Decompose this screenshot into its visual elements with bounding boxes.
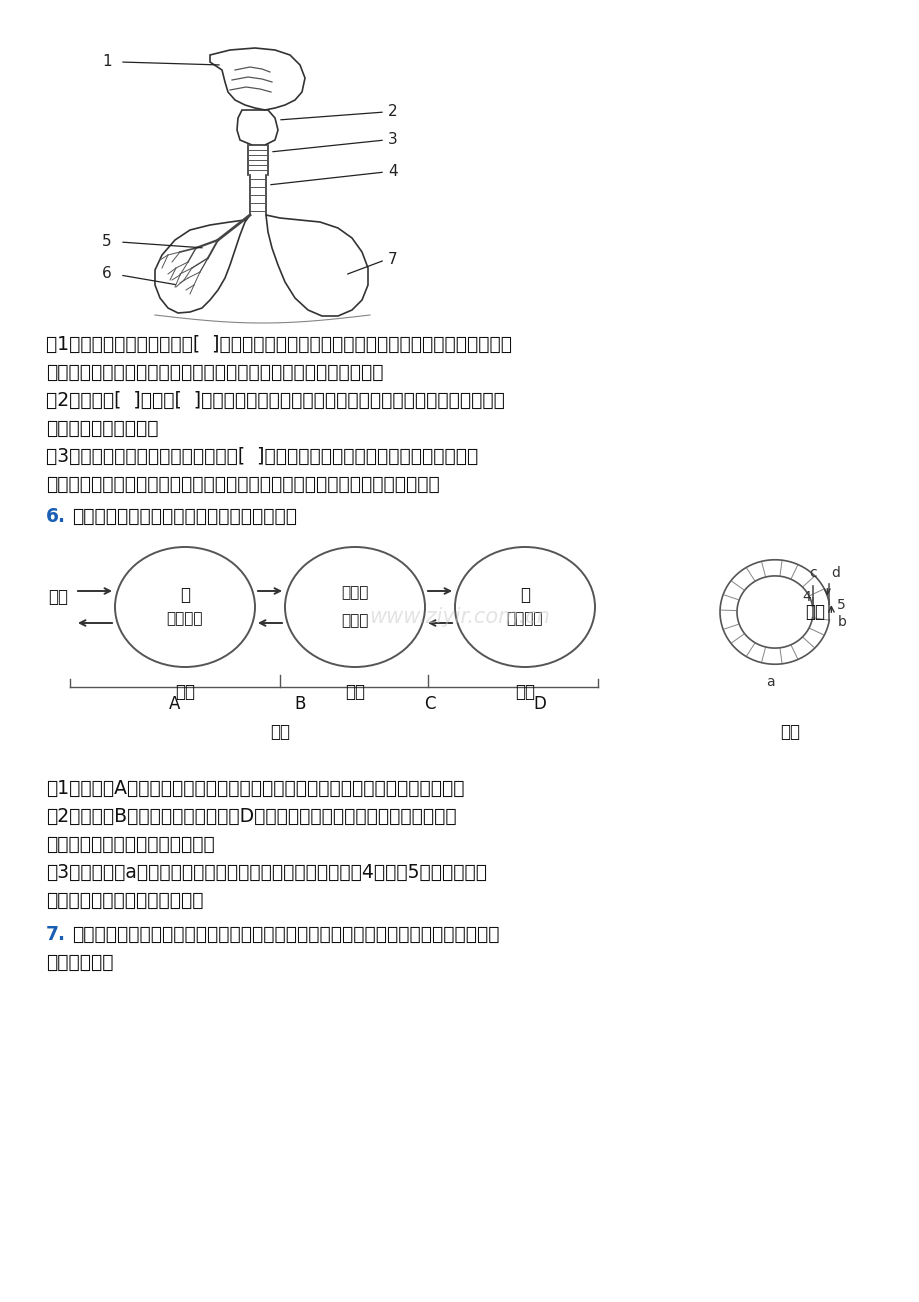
Text: 5: 5 [102,233,112,249]
Text: （2）痰是由[  ]＿＿和[  ]＿＿＿＿＿＿＿内表面的黏膜所分泌的黏液，以及被粘液粘着: （2）痰是由[ ]＿＿和[ ]＿＿＿＿＿＿＿内表面的黏膜所分泌的黏液，以及被粘液… [46,391,505,410]
Text: 细胞: 细胞 [515,684,535,700]
Text: 氧: 氧 [519,586,529,604]
Text: 下列是某校学生在实验室用普通光学显微镜观察小鱼尾鳍内的血液流动情况图例，请回: 下列是某校学生在实验室用普通光学显微镜观察小鱼尾鳍内的血液流动情况图例，请回 [72,924,499,944]
Text: 氧: 氧 [180,586,190,604]
Text: 6.: 6. [46,506,66,526]
Text: 二氧化碳: 二氧化碳 [506,612,542,626]
Text: 空气: 空气 [48,589,68,605]
Text: 成，外面有＿＿＿＿＿＿＿＿＿＿＿＿围绕着，适于与血液之间进行气体交换。: 成，外面有＿＿＿＿＿＿＿＿＿＿＿＿围绕着，适于与血液之间进行气体交换。 [46,475,439,493]
Text: 2: 2 [388,103,397,118]
Text: 7: 7 [388,251,397,267]
Text: （1）呼吸系统的起始器官是[  ]＿＿＿＿＿＿＿，呼吸道不仅是气体的通道，它还能对吸入: （1）呼吸系统的起始器官是[ ]＿＿＿＿＿＿＿，呼吸道不仅是气体的通道，它还能对… [46,335,512,354]
Text: 3: 3 [388,132,397,147]
Text: 7.: 7. [46,924,66,944]
Text: 静脉血: 静脉血 [341,613,369,629]
Text: 二氧化碳: 二氧化碳 [166,612,203,626]
Text: 5: 5 [836,598,845,612]
Text: 动脉血: 动脉血 [341,586,369,600]
Text: C: C [424,695,436,713]
Text: www.ziyir.com.cn: www.ziyir.com.cn [369,607,550,628]
Text: 图一: 图一 [269,723,289,741]
Text: 血管: 血管 [345,684,365,700]
Text: 的气体进行处理，使气体变得温暖、＿＿＿＿＿＿和＿＿＿＿＿＿。: 的气体进行处理，使气体变得温暖、＿＿＿＿＿＿和＿＿＿＿＿＿。 [46,363,383,381]
Text: （1）图一中A过程代表＿＿＿＿＿＿，它是通过＿＿＿＿＿＿＿＿＿＿＿实现的。: （1）图一中A过程代表＿＿＿＿＿＿，它是通过＿＿＿＿＿＿＿＿＿＿＿实现的。 [46,779,464,798]
Text: a: a [765,674,774,689]
Text: （3）体内进行气体交换的功能单位是[  ]＿＿＿＿＿＿，它的壁由＿＿＿上皮细胞构: （3）体内进行气体交换的功能单位是[ ]＿＿＿＿＿＿，它的壁由＿＿＿上皮细胞构 [46,447,478,466]
Text: 的灰尘和细菌等组成。: 的灰尘和细菌等组成。 [46,419,158,437]
Text: 是＿＿＿＿（气体）含量增加。: 是＿＿＿＿（气体）含量增加。 [46,891,203,910]
Text: 1: 1 [102,55,112,69]
Text: 6: 6 [102,267,112,281]
Text: 肺泡: 肺泡 [804,603,824,621]
Text: （2）图一中B代表＿＿＿＿＿过程，D＿＿＿＿＿＿＿＿过程，两过程都是通过: （2）图一中B代表＿＿＿＿＿过程，D＿＿＿＿＿＿＿＿过程，两过程都是通过 [46,807,456,825]
Text: B: B [294,695,305,713]
Text: 4: 4 [388,164,397,178]
Text: A: A [169,695,180,713]
Text: D: D [533,695,546,713]
Text: c: c [809,566,816,579]
Text: 图二: 图二 [779,723,800,741]
Text: 答下列问题：: 答下列问题： [46,953,113,973]
Text: （3）图二中的a代表的气体是＿＿＿＿＿，血液从毛细血管的4端流到5端，成分变化: （3）图二中的a代表的气体是＿＿＿＿＿，血液从毛细血管的4端流到5端，成分变化 [46,863,486,881]
Text: 下图为呼吸过程示意图，根据图回答下列问题: 下图为呼吸过程示意图，根据图回答下列问题 [72,506,297,526]
Text: d: d [831,566,839,579]
Text: 肺泡: 肺泡 [175,684,195,700]
Text: b: b [837,615,846,629]
Text: ＿＿＿＿＿＿＿＿＿＿＿实现的。: ＿＿＿＿＿＿＿＿＿＿＿实现的。 [46,835,214,854]
Text: 4: 4 [801,590,811,604]
